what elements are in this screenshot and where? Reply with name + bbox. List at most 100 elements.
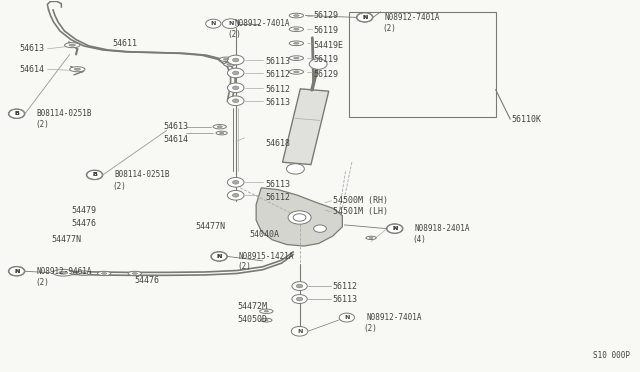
- Text: 56113: 56113: [333, 295, 358, 304]
- Text: (2): (2): [113, 182, 126, 190]
- Circle shape: [86, 170, 103, 180]
- Text: 56113: 56113: [266, 98, 291, 107]
- Ellipse shape: [366, 236, 376, 240]
- Ellipse shape: [294, 57, 299, 59]
- Circle shape: [227, 190, 244, 200]
- Text: 54613: 54613: [164, 122, 189, 131]
- Text: 56113: 56113: [266, 180, 291, 189]
- Ellipse shape: [65, 43, 80, 48]
- Text: 56112: 56112: [333, 282, 358, 291]
- Text: N08912-9461A: N08912-9461A: [36, 267, 92, 276]
- Text: N: N: [14, 269, 19, 274]
- Circle shape: [232, 58, 239, 62]
- Circle shape: [296, 297, 303, 301]
- Text: 56112: 56112: [266, 85, 291, 94]
- Ellipse shape: [294, 71, 299, 73]
- Text: 56113: 56113: [266, 57, 291, 66]
- Text: N: N: [392, 226, 397, 231]
- Text: (2): (2): [36, 121, 50, 129]
- Circle shape: [227, 177, 244, 187]
- Text: 54614: 54614: [20, 65, 45, 74]
- Ellipse shape: [220, 57, 233, 61]
- Ellipse shape: [294, 42, 299, 44]
- Ellipse shape: [102, 273, 107, 275]
- Ellipse shape: [74, 68, 81, 70]
- Ellipse shape: [289, 41, 303, 46]
- Ellipse shape: [132, 273, 138, 275]
- Text: 54419E: 54419E: [314, 41, 344, 50]
- Text: S10 000P: S10 000P: [593, 351, 630, 360]
- Text: 54500M (RH): 54500M (RH): [333, 196, 388, 205]
- Text: B: B: [14, 111, 19, 116]
- Text: 56119: 56119: [314, 26, 339, 35]
- Text: N08912-7401A: N08912-7401A: [385, 13, 440, 22]
- Ellipse shape: [224, 62, 235, 66]
- Text: N: N: [14, 269, 19, 274]
- Text: 54477N: 54477N: [52, 235, 82, 244]
- Text: 54618: 54618: [266, 139, 291, 148]
- Text: 56119: 56119: [314, 55, 339, 64]
- Circle shape: [292, 282, 307, 291]
- Text: 54476: 54476: [71, 219, 96, 228]
- Circle shape: [205, 19, 221, 28]
- Text: 56112: 56112: [266, 193, 291, 202]
- Circle shape: [232, 99, 239, 103]
- Circle shape: [232, 86, 239, 90]
- Text: (2): (2): [364, 324, 378, 333]
- Ellipse shape: [227, 64, 232, 65]
- Circle shape: [9, 109, 24, 118]
- Text: N: N: [216, 254, 222, 259]
- Ellipse shape: [294, 28, 299, 30]
- Text: 56129: 56129: [314, 70, 339, 79]
- Text: N: N: [362, 15, 367, 20]
- Ellipse shape: [260, 309, 273, 314]
- Circle shape: [227, 83, 244, 93]
- Circle shape: [309, 59, 327, 69]
- Text: (4): (4): [413, 235, 426, 244]
- Circle shape: [9, 267, 24, 276]
- Circle shape: [222, 19, 239, 29]
- Ellipse shape: [128, 271, 141, 276]
- Circle shape: [232, 180, 239, 184]
- Text: N: N: [392, 226, 397, 231]
- Text: (2): (2): [382, 24, 396, 33]
- Text: (2): (2): [227, 30, 241, 39]
- Text: 54472M: 54472M: [237, 302, 267, 311]
- Ellipse shape: [289, 56, 303, 61]
- Text: B: B: [14, 111, 19, 116]
- Text: 54040A: 54040A: [250, 230, 280, 239]
- Ellipse shape: [289, 27, 303, 32]
- Circle shape: [296, 284, 303, 288]
- Ellipse shape: [217, 126, 223, 128]
- Ellipse shape: [223, 58, 229, 60]
- Text: N08912-7401A: N08912-7401A: [234, 19, 290, 28]
- Text: (2): (2): [237, 262, 251, 271]
- Text: 54476: 54476: [135, 276, 160, 285]
- Text: B: B: [92, 172, 97, 177]
- Circle shape: [387, 224, 403, 233]
- Text: B08114-0251B: B08114-0251B: [115, 170, 170, 179]
- Ellipse shape: [220, 132, 224, 134]
- Text: B08114-0251B: B08114-0251B: [36, 109, 92, 118]
- Circle shape: [227, 55, 244, 65]
- Text: N08912-7401A: N08912-7401A: [367, 313, 422, 322]
- Ellipse shape: [260, 318, 272, 322]
- Ellipse shape: [69, 44, 76, 46]
- Ellipse shape: [77, 271, 90, 275]
- Text: N: N: [228, 21, 234, 26]
- Text: N: N: [216, 254, 222, 259]
- Circle shape: [227, 68, 244, 78]
- Ellipse shape: [97, 271, 111, 276]
- Ellipse shape: [53, 269, 74, 276]
- Text: N: N: [297, 329, 302, 334]
- Ellipse shape: [81, 272, 86, 274]
- Polygon shape: [256, 188, 342, 246]
- Circle shape: [288, 211, 311, 224]
- Circle shape: [287, 164, 305, 174]
- Text: 54479: 54479: [71, 206, 96, 215]
- Text: 54477N: 54477N: [195, 222, 225, 231]
- Circle shape: [314, 225, 326, 232]
- Ellipse shape: [369, 237, 373, 238]
- Text: 54613: 54613: [20, 44, 45, 53]
- Ellipse shape: [289, 13, 303, 18]
